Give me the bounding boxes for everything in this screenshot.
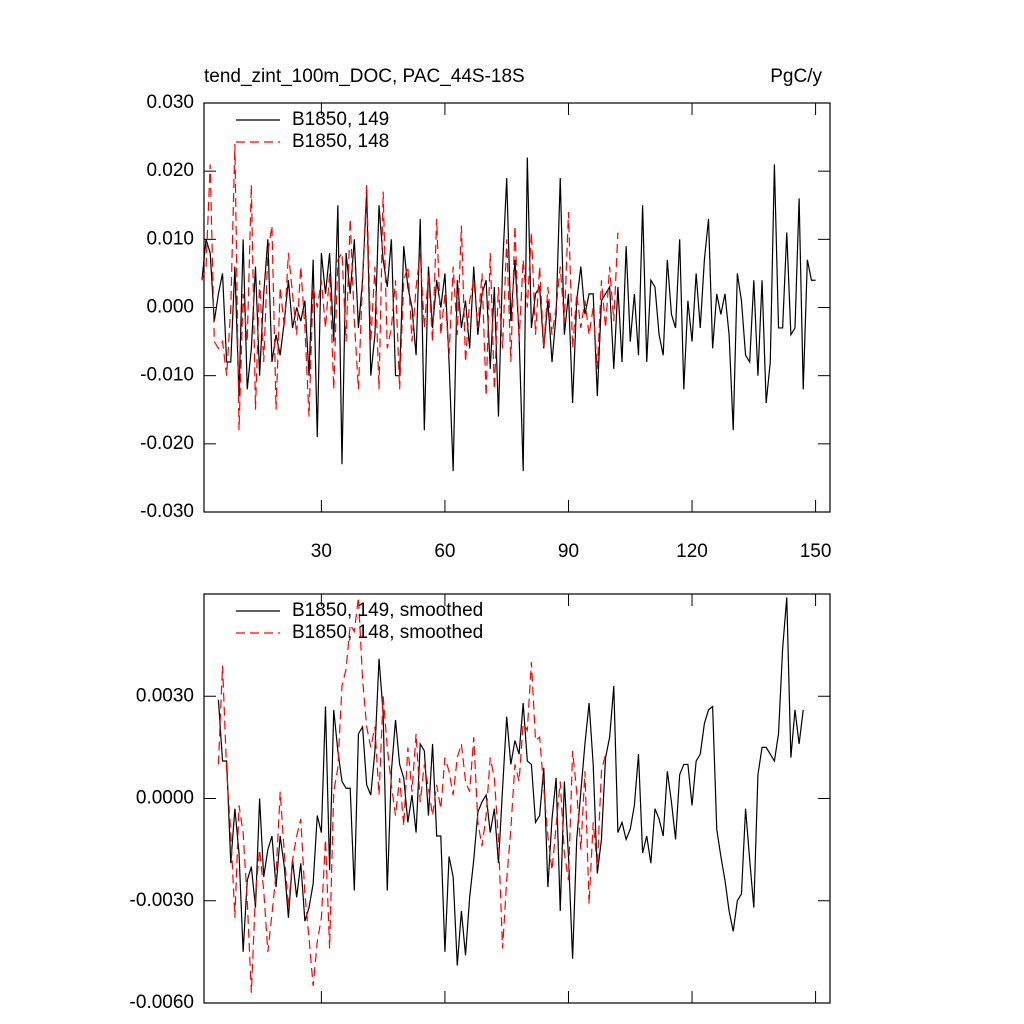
y-tick-label: 0.0000: [136, 788, 194, 809]
y-tick-label: 0.0030: [136, 685, 194, 706]
x-tick-label: 120: [676, 541, 708, 562]
data-line: [201, 143, 619, 431]
y-tick-label: 0.030: [146, 92, 194, 113]
y-tick-label: 0.020: [146, 160, 194, 181]
y-tick-label: -0.020: [140, 433, 194, 454]
x-tick-label: 30: [311, 541, 332, 562]
legend-label: B1850, 149: [292, 109, 389, 130]
x-tick-label: 90: [558, 541, 579, 562]
x-tick-label: 150: [800, 541, 832, 562]
units-label: PgC/y: [770, 66, 822, 87]
y-tick-label: 0.010: [146, 228, 194, 249]
x-tick-label: 60: [434, 541, 455, 562]
legend-label: B1850, 148: [292, 131, 389, 152]
chart-title: tend_zint_100m_DOC, PAC_44S-18S: [204, 66, 525, 87]
y-tick-label: 0.000: [146, 297, 194, 318]
legend-label: B1850, 148, smoothed: [292, 622, 483, 643]
data-line: [217, 597, 607, 993]
data-line: [217, 597, 804, 966]
y-tick-label: -0.030: [140, 501, 194, 522]
y-tick-label: -0.0030: [130, 890, 194, 911]
legend-label: B1850, 149, smoothed: [292, 600, 483, 621]
y-tick-label: -0.0060: [130, 992, 194, 1013]
y-tick-label: -0.010: [140, 365, 194, 386]
plot-frame: [203, 593, 831, 1004]
data-line: [201, 157, 816, 472]
